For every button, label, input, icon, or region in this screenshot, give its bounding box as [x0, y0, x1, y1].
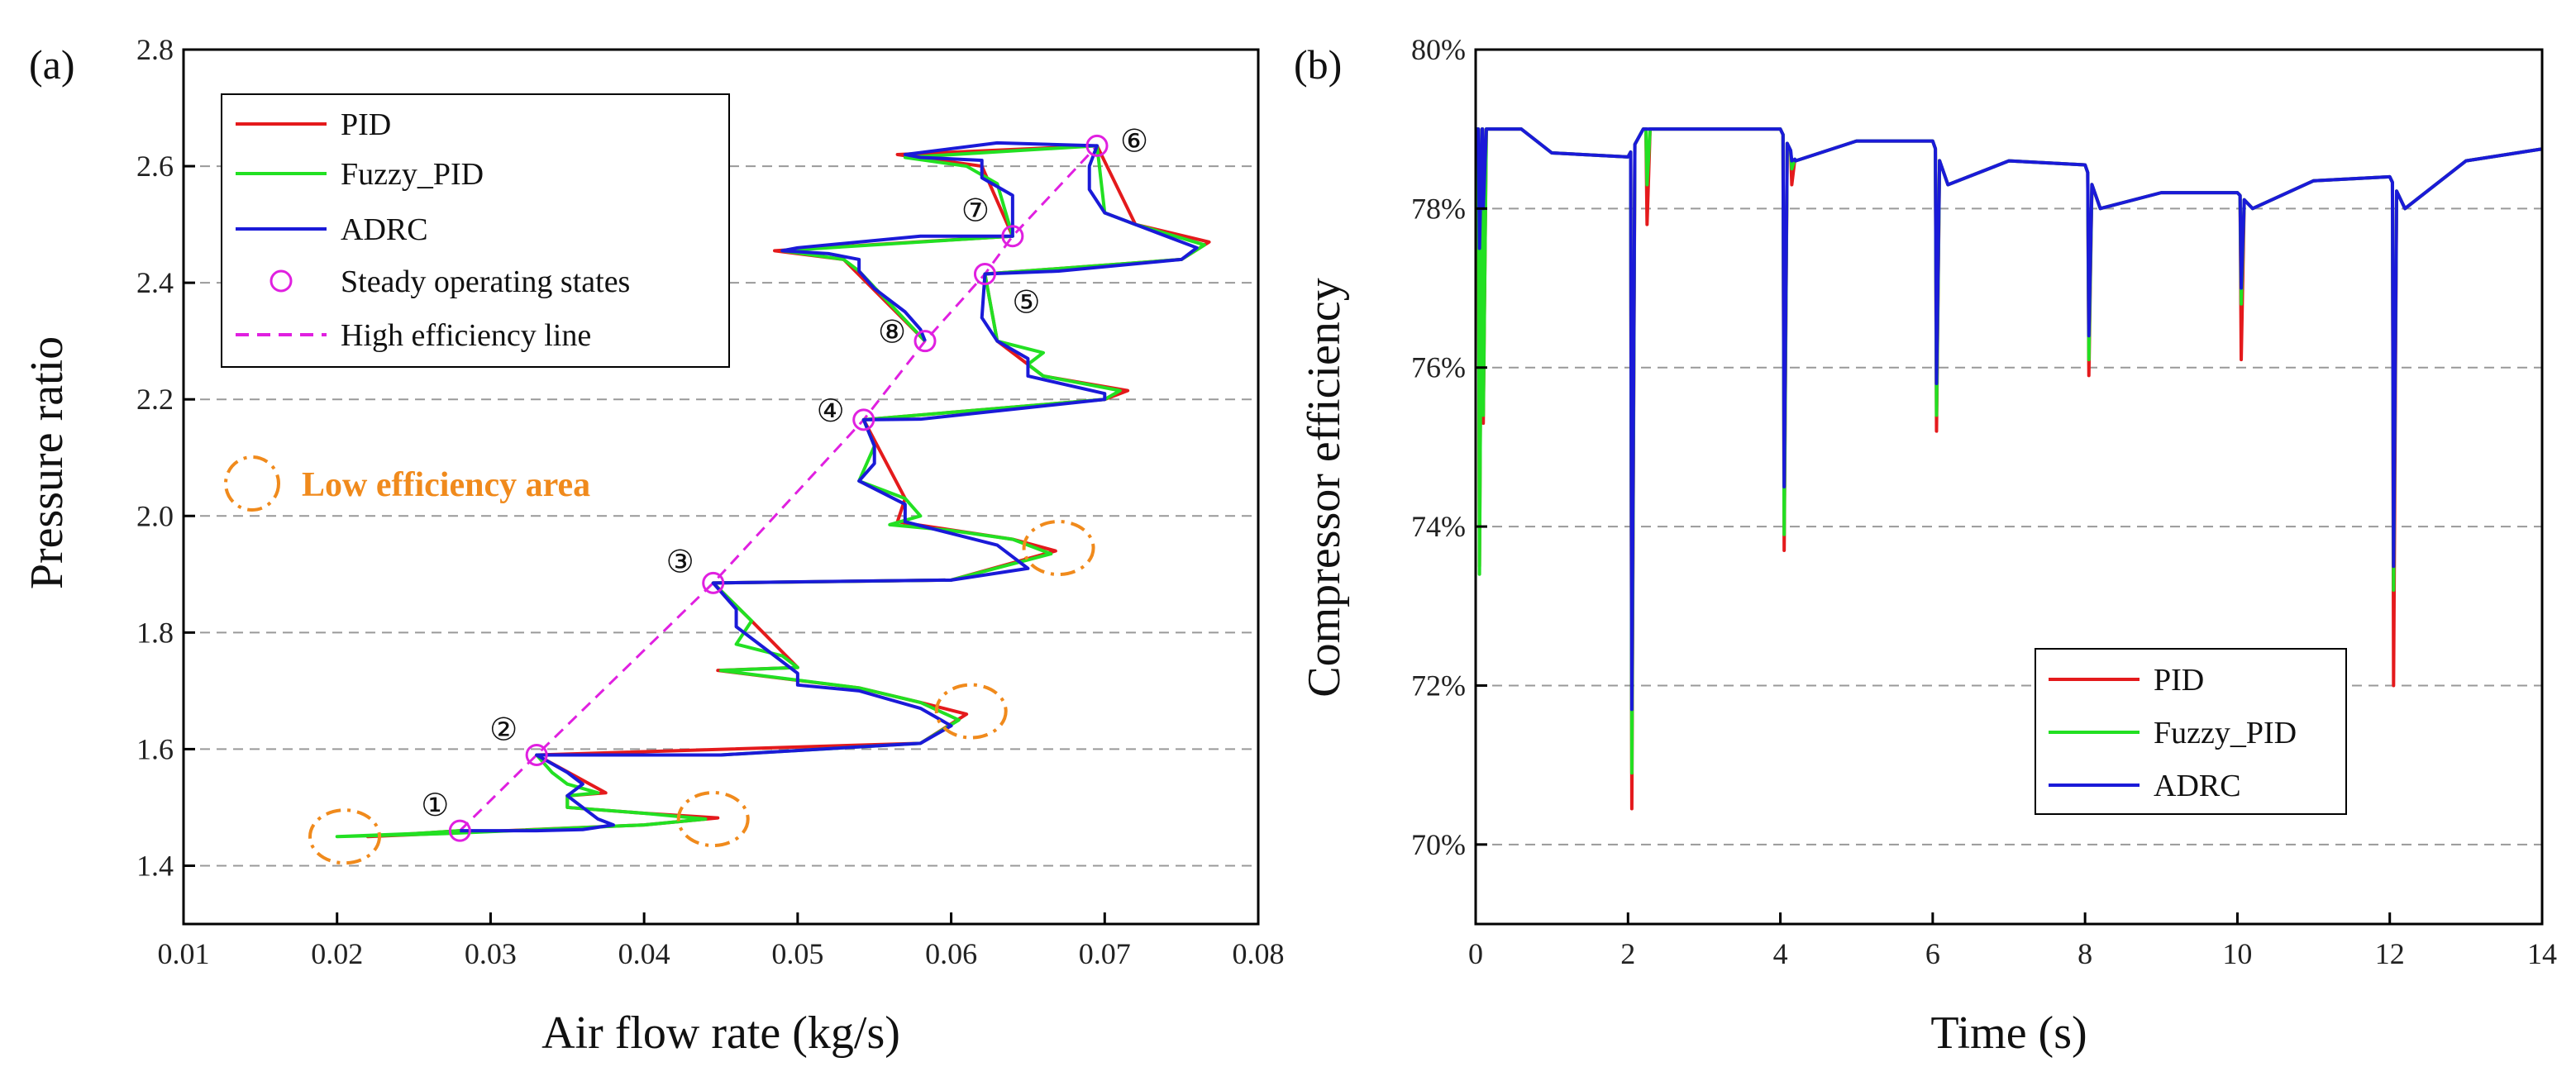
y-axis-label-b: Compressor efficiency	[1299, 278, 1350, 697]
x-tick-label-a: 0.03	[465, 937, 517, 970]
x-tick-label-b: 2	[1620, 937, 1635, 970]
x-axis-label-b: Time (s)	[1930, 1007, 2087, 1059]
legend-b-label-pid: PID	[2154, 663, 2204, 698]
x-tick-label-a: 0.07	[1079, 937, 1131, 970]
low-efficiency-label: Low efficiency area	[302, 466, 590, 504]
x-tick-label-b: 8	[2077, 937, 2092, 970]
y-tick-label-a: 2.0	[136, 499, 174, 532]
y-tick-label-a: 2.2	[136, 383, 174, 416]
steady-state-marker	[914, 330, 937, 353]
steady-state-label: ⑥	[1120, 124, 1148, 159]
series-line-adrc	[460, 141, 1199, 833]
steady-state-label: ②	[489, 712, 518, 747]
legend-label-higheff: High efficiency line	[341, 318, 591, 353]
series-line-fuzzy_pid	[335, 144, 1206, 839]
x-tick-label-b: 4	[1773, 937, 1788, 970]
x-tick-label-a: 0.04	[618, 937, 670, 970]
steady-state-marker	[525, 743, 548, 766]
legend-label-fuzzy: Fuzzy_PID	[341, 157, 484, 192]
y-tick-label-a: 2.8	[136, 33, 174, 66]
chart-b: (b) 70% 72% 74% 76% 78% 80% 0 2 4 6 8 10 12 14 Time (…	[1294, 33, 2557, 1059]
y-axis-label-a: Pressure ratio	[21, 336, 73, 589]
legend-b-label-fuzzy: Fuzzy_PID	[2154, 716, 2297, 750]
steady-state-marker	[702, 571, 725, 594]
ticks-a: 1.4 1.6 1.8 2.0 2.2 2.4 2.6 2.8 0.01 0.02 0.03 0.04…	[136, 33, 1285, 970]
grid-b	[1476, 207, 2542, 845]
low-efficiency-legend-circle	[224, 455, 280, 512]
steady-state-label: ③	[666, 545, 694, 579]
annotations-a: ① ② ③ ④ ⑤ ⑥ ⑦ ⑧	[308, 124, 1148, 865]
y-tick-label-a: 1.4	[136, 849, 174, 882]
legend-label-pid: PID	[341, 107, 391, 142]
y-tick-label-a: 1.8	[136, 616, 174, 649]
panel-label-b: (b)	[1294, 41, 1342, 88]
steady-state-label: ④	[817, 394, 845, 429]
steady-state-marker	[973, 263, 996, 286]
y-tick-label-b: 70%	[1411, 828, 1466, 861]
steady-state-label: ⑤	[1012, 286, 1040, 321]
legend-b: PID Fuzzy_PID ADRC	[2035, 648, 2347, 815]
plot-frame-b	[1474, 48, 2544, 926]
low-efficiency-circle	[1022, 520, 1095, 577]
x-tick-label-a: 0.01	[158, 937, 210, 970]
low-efficiency-circle	[676, 791, 750, 848]
low-efficiency-circle	[934, 683, 1008, 740]
steady-state-marker	[448, 819, 471, 842]
series-b	[1476, 127, 2543, 811]
steady-state-label: ⑦	[961, 194, 990, 229]
steady-state-marker	[852, 408, 875, 431]
steady-state-label: ⑧	[878, 316, 906, 350]
x-axis-label-a: Air flow rate (kg/s)	[541, 1007, 900, 1059]
legend-label-steady: Steady operating states	[341, 264, 630, 299]
ticks-b: 70% 72% 74% 76% 78% 80% 0 2 4 6 8 10 12 14	[1411, 33, 2557, 970]
series-a	[335, 141, 1211, 839]
series-line-b-adrc	[1476, 127, 2543, 712]
x-tick-label-b: 10	[2222, 937, 2252, 970]
y-tick-label-b: 72%	[1411, 669, 1466, 702]
y-tick-label-b: 76%	[1411, 351, 1466, 384]
steady-state-marker	[1085, 134, 1109, 157]
x-tick-label-b: 14	[2527, 937, 2557, 970]
chart-a: (a) ① ② ③ ④ ⑤ ⑥ ⑦ ⑧ 1.4 1.6 1.8 2.0 2.2 2.4 2.6 2.8 0.0…	[21, 33, 1285, 1059]
legend-label-adrc: ADRC	[341, 212, 428, 247]
panel-label-a: (a)	[29, 41, 75, 88]
x-tick-label-b: 6	[1925, 937, 1940, 970]
low-efficiency-circle	[308, 808, 381, 865]
x-tick-label-b: 0	[1468, 937, 1483, 970]
x-tick-label-a: 0.08	[1233, 937, 1285, 970]
legend-b-label-adrc: ADRC	[2154, 769, 2241, 803]
legend-a: PID Fuzzy_PID ADRC Steady operating stat…	[221, 93, 730, 368]
x-tick-label-a: 0.05	[771, 937, 823, 970]
high-efficiency-line	[459, 145, 1099, 832]
steady-state-label: ①	[421, 788, 449, 823]
x-tick-label-a: 0.02	[311, 937, 363, 970]
legend-swatch-steady	[270, 269, 293, 293]
plot-frame-a	[182, 48, 1260, 926]
steady-state-marker	[1001, 225, 1024, 248]
y-tick-label-b: 74%	[1411, 510, 1466, 543]
y-tick-label-a: 1.6	[136, 732, 174, 765]
y-tick-label-b: 78%	[1411, 192, 1466, 225]
x-tick-label-a: 0.06	[925, 937, 977, 970]
y-tick-label-a: 2.6	[136, 150, 174, 183]
y-tick-label-a: 2.4	[136, 266, 174, 299]
y-tick-label-b: 80%	[1411, 33, 1466, 66]
x-tick-label-b: 12	[2375, 937, 2405, 970]
